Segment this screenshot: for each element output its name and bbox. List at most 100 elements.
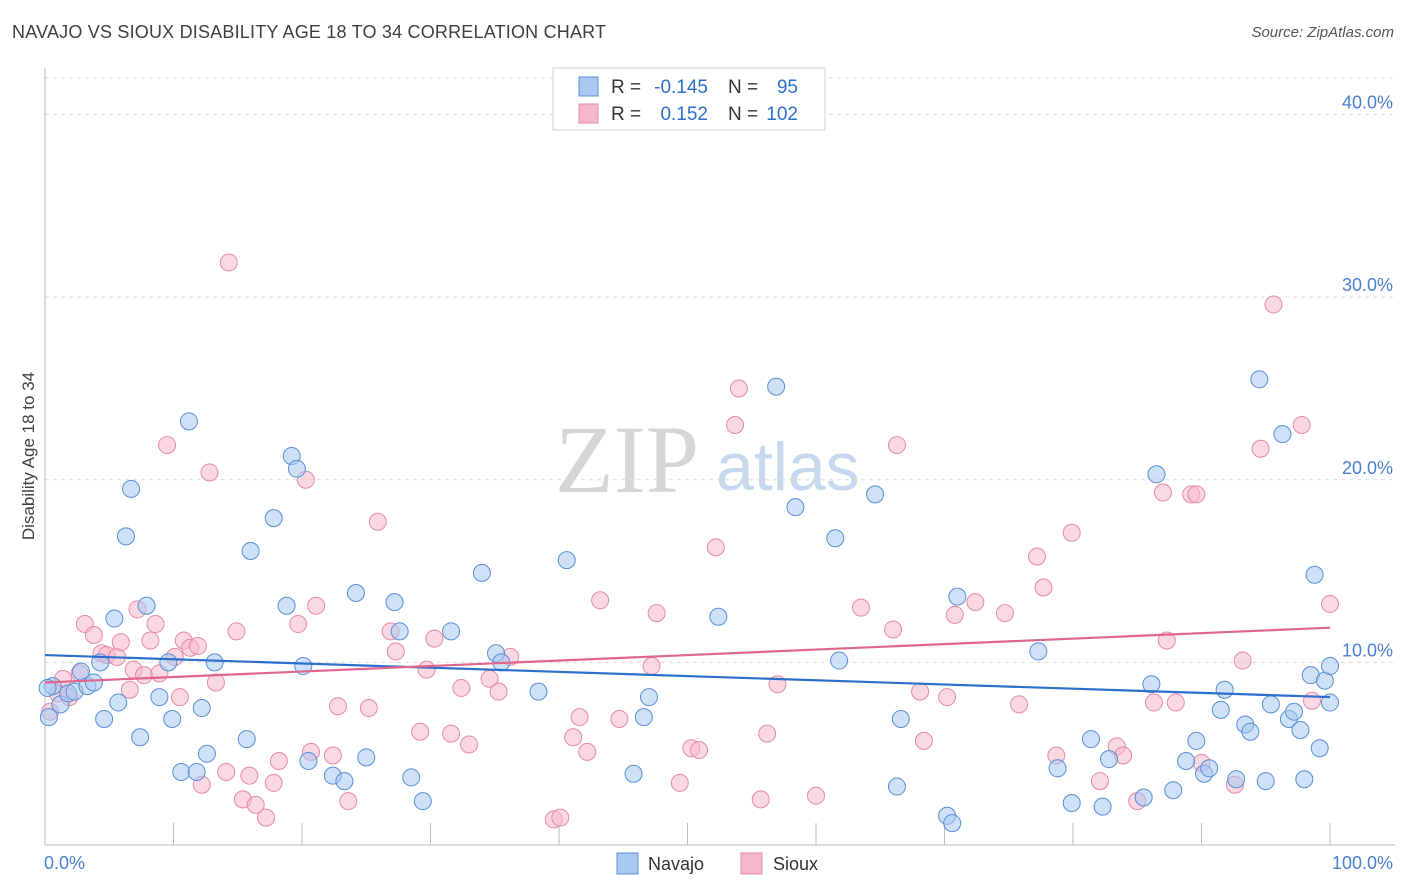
sioux-point	[706, 538, 725, 557]
navajo-point	[442, 622, 461, 641]
navajo-point	[1142, 675, 1161, 694]
sioux-point	[751, 790, 770, 809]
navajo-point	[172, 762, 191, 781]
navajo-point	[192, 699, 211, 718]
sioux-point	[1166, 693, 1185, 712]
navajo-point	[335, 772, 354, 791]
sioux-point	[1187, 485, 1206, 504]
sioux-point	[257, 808, 276, 827]
navajo-point	[1177, 751, 1196, 770]
sioux-r-value: 0.152	[660, 104, 708, 125]
sioux-point	[914, 731, 933, 750]
legend-navajo-label: Navajo	[648, 854, 704, 874]
y-axis-label: Disability Age 18 to 34	[19, 372, 38, 540]
watermark-atlas: atlas	[716, 429, 860, 505]
source-label: Source: ZipAtlas.com	[1251, 24, 1394, 41]
sioux-point	[246, 795, 265, 814]
sioux-point	[564, 728, 583, 747]
sioux-point	[219, 253, 238, 272]
y-tick-label: 30.0%	[1342, 275, 1393, 295]
sioux-point	[995, 604, 1014, 623]
navajo-point	[1029, 642, 1048, 661]
sioux-point	[938, 688, 957, 707]
x-tick-labels: 0.0% 100.0%	[44, 853, 1393, 873]
navajo-point	[163, 709, 182, 728]
sioux-point	[146, 615, 165, 634]
sioux-point	[323, 746, 342, 765]
navajo-point	[95, 709, 114, 728]
navajo-swatch	[578, 76, 599, 97]
sioux-point	[1090, 772, 1109, 791]
navajo-point	[390, 622, 409, 641]
navajo-point	[1261, 695, 1280, 714]
sioux-point	[1034, 578, 1053, 597]
navajo-point	[159, 653, 178, 672]
sioux-point	[170, 688, 189, 707]
sioux-point	[359, 699, 378, 718]
navajo-point	[346, 583, 365, 602]
navajo-point	[557, 551, 576, 570]
navajo-point	[830, 651, 849, 670]
navajo-point	[264, 509, 283, 528]
sioux-point	[1233, 651, 1252, 670]
sioux-point	[84, 625, 103, 644]
navajo-r-label: R =	[611, 77, 641, 98]
sioux-point	[1144, 693, 1163, 712]
navajo-point	[1291, 720, 1310, 739]
navajo-point	[197, 744, 216, 763]
sioux-point	[339, 792, 358, 811]
navajo-point	[1321, 657, 1339, 676]
sioux-point	[111, 633, 130, 652]
navajo-point	[237, 730, 256, 749]
navajo-point	[1310, 739, 1329, 758]
legend-sioux-label: Sioux	[773, 854, 818, 874]
navajo-point	[84, 673, 103, 692]
navajo-point	[116, 527, 135, 546]
sioux-point	[884, 620, 903, 639]
navajo-point	[1227, 770, 1246, 789]
sioux-point	[307, 596, 326, 615]
navajo-point	[624, 764, 643, 783]
navajo-point	[1187, 731, 1206, 750]
navajo-point	[413, 792, 432, 811]
navajo-point	[109, 693, 128, 712]
sioux-points	[41, 253, 1339, 829]
sioux-point	[269, 751, 288, 770]
navajo-point	[1164, 781, 1183, 800]
bottom-legend: Navajo Sioux	[616, 852, 818, 875]
sioux-point	[417, 660, 436, 679]
navajo-point	[826, 529, 845, 548]
navajo-point	[38, 678, 57, 697]
chart-title: NAVAJO VS SIOUX DISABILITY AGE 18 TO 34 …	[12, 22, 607, 42]
sioux-point	[551, 808, 570, 827]
sioux-point	[1157, 631, 1176, 650]
navajo-r-value: -0.145	[654, 77, 708, 98]
navajo-point	[1211, 700, 1230, 719]
sioux-point	[120, 680, 139, 699]
grid-lines	[45, 77, 1395, 663]
sioux-point	[807, 786, 825, 805]
navajo-point	[887, 777, 906, 796]
navajo-point	[1093, 797, 1112, 816]
navajo-point	[277, 596, 296, 615]
navajo-point	[1081, 730, 1100, 749]
sioux-point	[726, 415, 745, 434]
sioux-swatch	[578, 103, 599, 124]
navajo-n-label: N =	[728, 77, 758, 98]
navajo-point	[1285, 702, 1304, 721]
sioux-point	[200, 463, 219, 482]
sioux-point	[264, 773, 283, 792]
sioux-point	[206, 673, 225, 692]
navajo-point	[1099, 750, 1118, 769]
navajo-point	[472, 563, 491, 582]
navajo-point	[385, 593, 404, 612]
navajo-point	[1321, 693, 1339, 712]
sioux-point	[670, 773, 689, 792]
sioux-point	[1251, 439, 1270, 458]
navajo-n-value: 95	[777, 77, 798, 98]
sioux-point	[134, 666, 153, 685]
sioux-point	[1010, 695, 1029, 714]
sioux-point	[1062, 523, 1081, 542]
sioux-point	[729, 379, 748, 398]
